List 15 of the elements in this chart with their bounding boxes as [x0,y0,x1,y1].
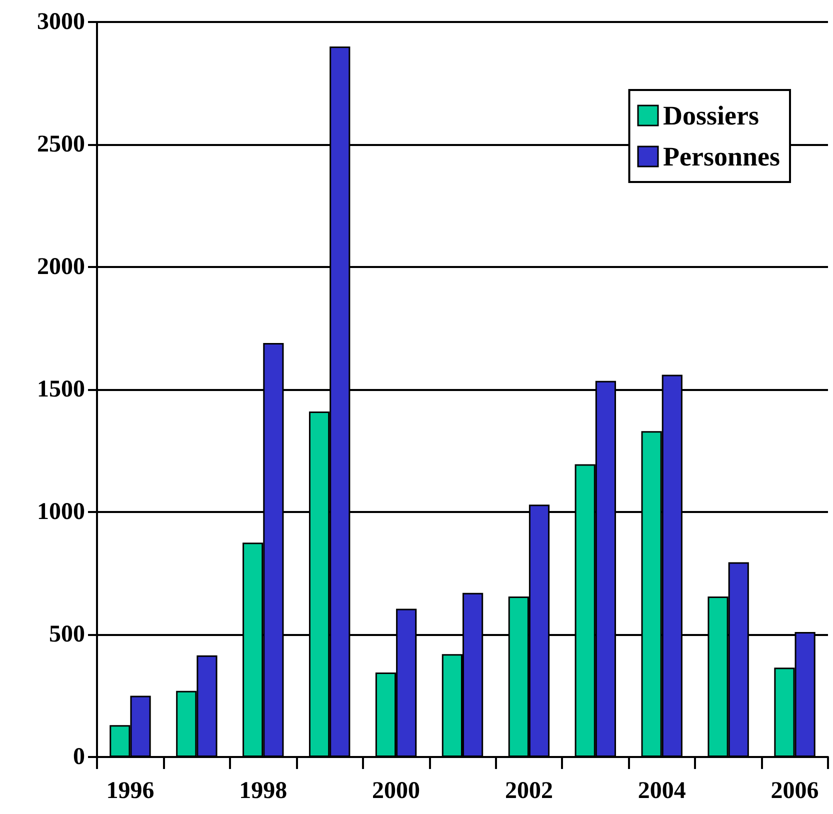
y-tick-label: 2500 [37,132,85,158]
x-tick-label: 2004 [638,778,686,804]
x-tick-label: 2006 [770,778,819,804]
x-tick-label: 2002 [504,778,553,804]
y-tick-label: 500 [49,622,85,648]
x-tick-label: 2000 [372,778,420,804]
y-tick-label: 0 [73,744,85,770]
y-tick-label: 1500 [37,376,85,402]
legend-label: Personnes [663,142,780,172]
y-tick-label: 2000 [37,254,85,280]
y-tick-label: 1000 [37,499,85,525]
x-tick-label: 1996 [106,778,154,804]
legend-label: Dossiers [663,100,760,130]
x-tick-label: 1998 [239,778,288,804]
y-tick-label: 3000 [37,9,85,35]
